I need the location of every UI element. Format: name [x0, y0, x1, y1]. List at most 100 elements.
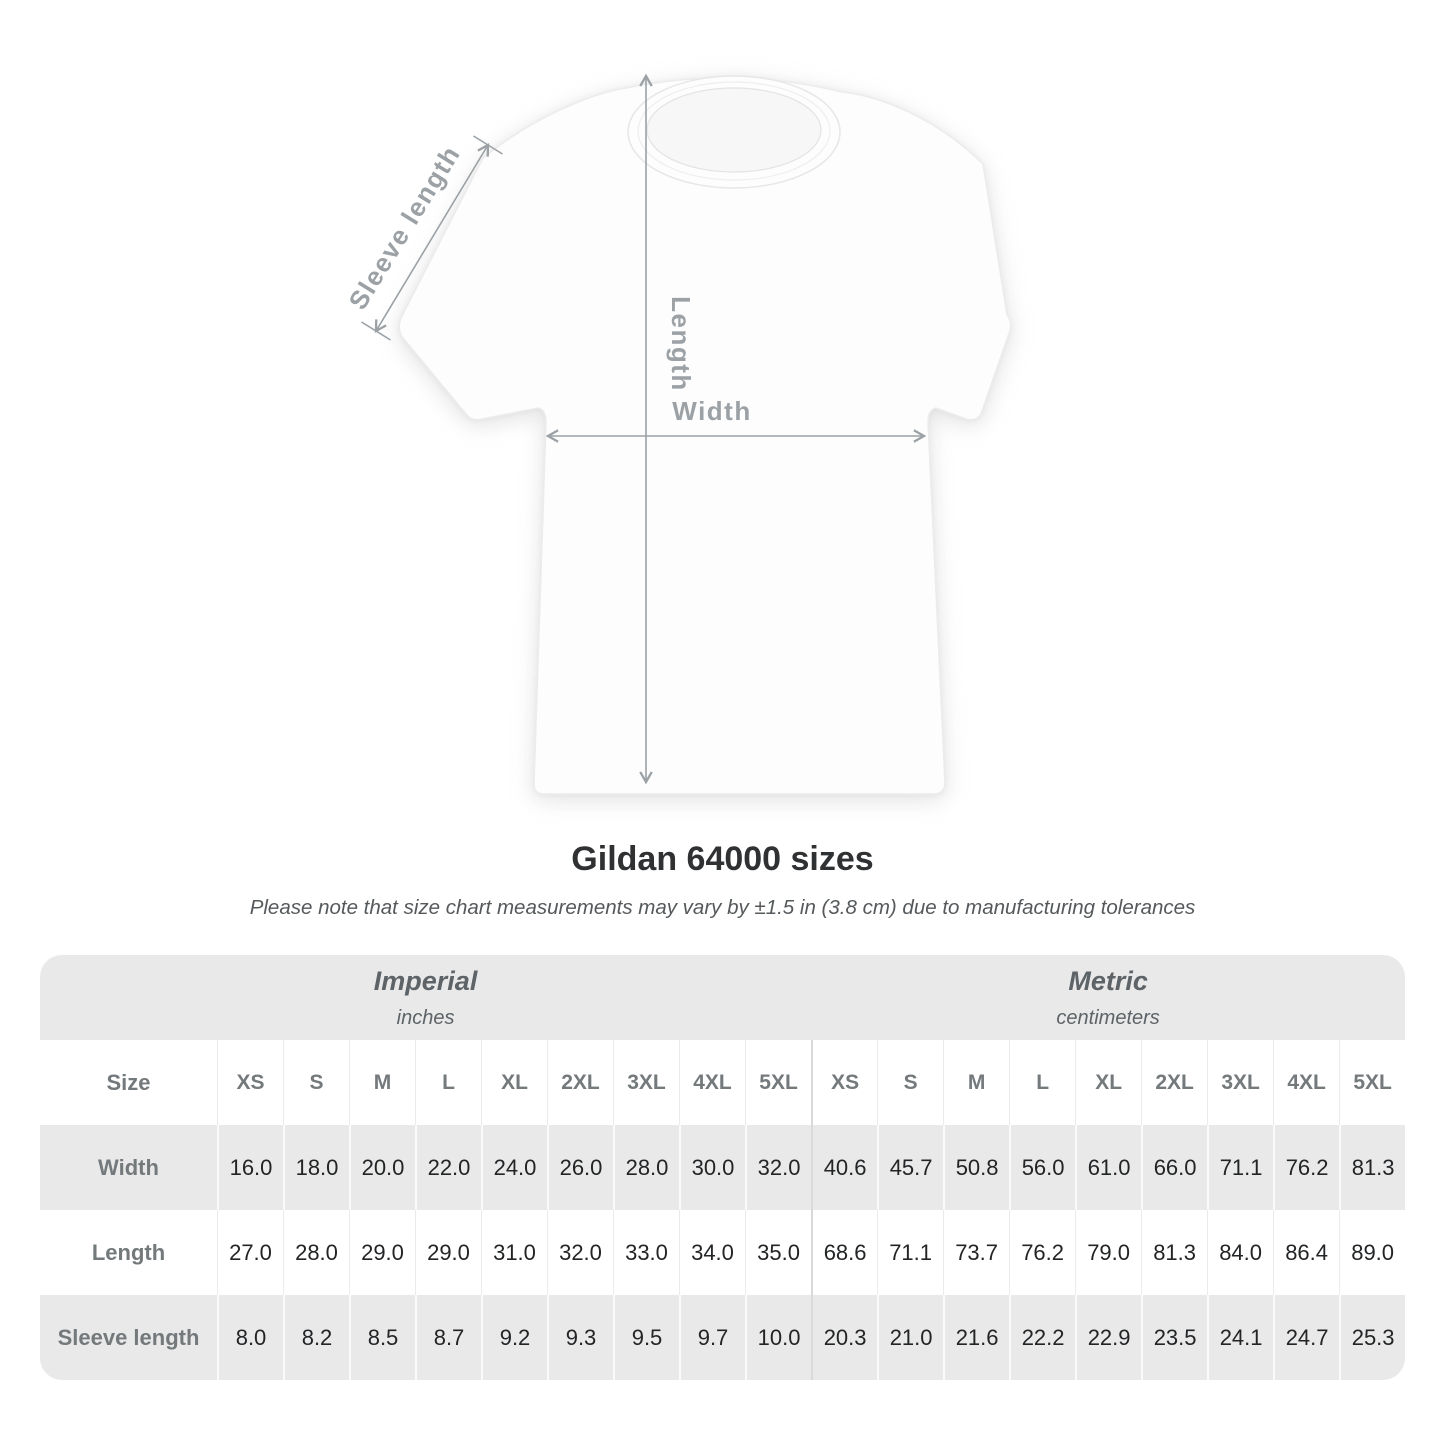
row-header-width: Width [40, 1125, 217, 1210]
value-cell: 20.3 [811, 1295, 878, 1380]
imperial-unit: inches [396, 1006, 455, 1029]
imperial-section-header: Imperial inches [40, 955, 812, 1040]
metric-section-header: Metric centimeters [811, 955, 1406, 1040]
value-cell: 76.2 [1273, 1125, 1340, 1210]
collar-inner [646, 87, 822, 173]
size-header-row: Size XS S M L XL 2XL 3XL 4XL 5XL XS S M … [40, 1040, 1406, 1125]
value-cell: 23.5 [1141, 1295, 1208, 1380]
size-cell: S [877, 1040, 944, 1125]
tshirt-measurement-diagram: Sleeve length Length Width [342, 73, 1012, 795]
value-cell: 81.3 [1141, 1210, 1208, 1295]
tolerance-note: Please note that size chart measurements… [249, 896, 1196, 919]
size-cell: 5XL [745, 1040, 812, 1125]
value-cell: 32.0 [547, 1210, 613, 1295]
size-cell: M [349, 1040, 415, 1125]
size-cell: 2XL [547, 1040, 613, 1125]
length-measure: Length [639, 73, 696, 785]
size-cell: XL [1075, 1040, 1142, 1125]
value-cell: 8.2 [283, 1295, 349, 1380]
value-cell: 8.5 [349, 1295, 415, 1380]
value-cell: 9.2 [481, 1295, 547, 1380]
size-cell: XL [481, 1040, 547, 1125]
value-cell: 73.7 [943, 1210, 1010, 1295]
value-cell: 22.9 [1075, 1295, 1142, 1380]
value-cell: 16.0 [217, 1125, 283, 1210]
value-cell: 25.3 [1339, 1295, 1406, 1380]
value-cell: 9.3 [547, 1295, 613, 1380]
value-cell: 76.2 [1009, 1210, 1076, 1295]
width-label: Width [672, 396, 751, 426]
value-cell: 24.7 [1273, 1295, 1340, 1380]
value-cell: 8.0 [217, 1295, 283, 1380]
size-table-grid: Imperial inches Metric centimeters Size … [40, 955, 1406, 1380]
value-cell: 81.3 [1339, 1125, 1406, 1210]
sleeve-tick-bottom [361, 321, 391, 341]
value-cell: 27.0 [217, 1210, 283, 1295]
value-cell: 31.0 [481, 1210, 547, 1295]
value-cell: 50.8 [943, 1125, 1010, 1210]
page-title: Gildan 64000 sizes [571, 840, 874, 878]
size-cell: 2XL [1141, 1040, 1208, 1125]
imperial-label: Imperial [373, 965, 478, 996]
size-cell: M [943, 1040, 1010, 1125]
size-cell: 4XL [1273, 1040, 1340, 1125]
value-cell: 61.0 [1075, 1125, 1142, 1210]
value-cell: 21.6 [943, 1295, 1010, 1380]
row-header-length: Length [40, 1210, 217, 1295]
value-cell: 9.5 [613, 1295, 679, 1380]
value-cell: 89.0 [1339, 1210, 1406, 1295]
value-cell: 9.7 [679, 1295, 745, 1380]
collar-band [637, 81, 831, 181]
value-cell: 71.1 [1207, 1125, 1274, 1210]
value-cell: 40.6 [811, 1125, 878, 1210]
length-row: Length 27.0 28.0 29.0 29.0 31.0 32.0 33.… [40, 1210, 1406, 1295]
value-cell: 33.0 [613, 1210, 679, 1295]
value-cell: 30.0 [679, 1125, 745, 1210]
value-cell: 18.0 [283, 1125, 349, 1210]
width-measure: Width [545, 396, 927, 443]
value-cell: 86.4 [1273, 1210, 1340, 1295]
tshirt-illustration [398, 75, 1012, 795]
size-cell: S [283, 1040, 349, 1125]
sleeve-length-row: Sleeve length 8.0 8.2 8.5 8.7 9.2 9.3 9.… [40, 1295, 1406, 1380]
value-cell: 66.0 [1141, 1125, 1208, 1210]
value-cell: 45.7 [877, 1125, 944, 1210]
value-cell: 24.0 [481, 1125, 547, 1210]
size-cell: XS [811, 1040, 878, 1125]
size-cell: 5XL [1339, 1040, 1406, 1125]
value-cell: 68.6 [811, 1210, 878, 1295]
unit-header-row: Imperial inches Metric centimeters [40, 955, 1406, 1040]
value-cell: 21.0 [877, 1295, 944, 1380]
metric-unit: centimeters [1056, 1006, 1160, 1029]
value-cell: 84.0 [1207, 1210, 1274, 1295]
value-cell: 24.1 [1207, 1295, 1274, 1380]
row-header-size: Size [40, 1040, 217, 1125]
size-cell: L [415, 1040, 481, 1125]
size-table: Imperial inches Metric centimeters Size … [40, 955, 1406, 1380]
value-cell: 56.0 [1009, 1125, 1076, 1210]
size-cell: 4XL [679, 1040, 745, 1125]
value-cell: 26.0 [547, 1125, 613, 1210]
value-cell: 22.2 [1009, 1295, 1076, 1380]
width-row: Width 16.0 18.0 20.0 22.0 24.0 26.0 28.0… [40, 1125, 1406, 1210]
value-cell: 20.0 [349, 1125, 415, 1210]
value-cell: 32.0 [745, 1125, 812, 1210]
value-cell: 28.0 [283, 1210, 349, 1295]
value-cell: 28.0 [613, 1125, 679, 1210]
size-cell: XS [217, 1040, 283, 1125]
value-cell: 8.7 [415, 1295, 481, 1380]
value-cell: 29.0 [349, 1210, 415, 1295]
value-cell: 71.1 [877, 1210, 944, 1295]
value-cell: 10.0 [745, 1295, 812, 1380]
row-header-sleeve-length: Sleeve length [40, 1295, 217, 1380]
metric-label: Metric [1068, 965, 1148, 996]
sleeve-tick-top [473, 135, 503, 155]
value-cell: 35.0 [745, 1210, 812, 1295]
value-cell: 22.0 [415, 1125, 481, 1210]
value-cell: 34.0 [679, 1210, 745, 1295]
value-cell: 79.0 [1075, 1210, 1142, 1295]
value-cell: 29.0 [415, 1210, 481, 1295]
length-label: Length [666, 296, 696, 392]
size-cell: L [1009, 1040, 1076, 1125]
